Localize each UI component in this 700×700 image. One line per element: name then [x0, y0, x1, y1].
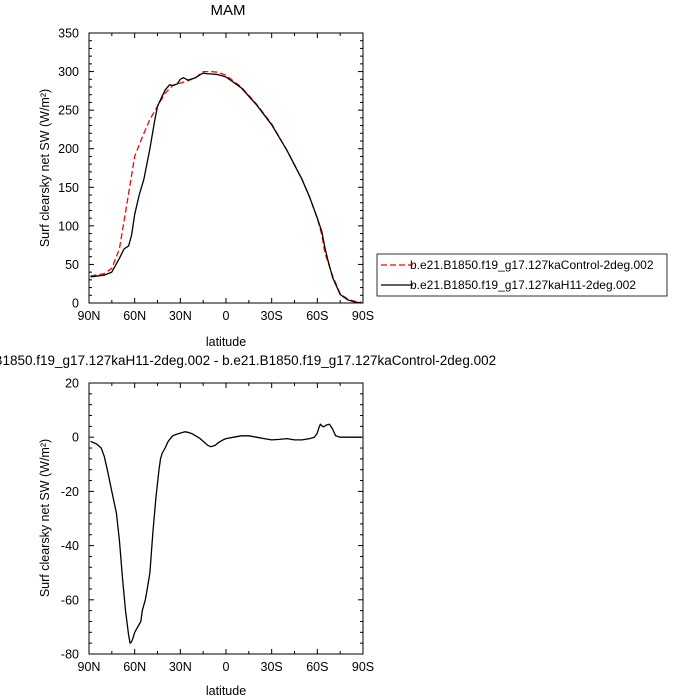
bottom-xtick-label: 60S: [306, 660, 328, 674]
legend-label-h11: b.e21.B1850.f19_g17.127kaH11-2deg.002: [410, 278, 636, 292]
bottom-ytick-label: -60: [61, 593, 79, 607]
bottom-xtick-label: 60N: [123, 660, 146, 674]
top-xtick-label: 30S: [261, 309, 283, 323]
top-series-line-1: [90, 72, 362, 304]
legend-label-control: b.e21.B1850.f19_g17.127kaControl-2deg.00…: [410, 258, 654, 272]
bottom-axis-ticks: 90N 60N 30N 0 30S 60S 90S -80 -60 -40 -20 0 20: [61, 377, 374, 675]
top-ytick-label: 350: [58, 27, 79, 41]
top-plot-frame: [88, 32, 364, 304]
bottom-ytick-label: -40: [61, 539, 79, 553]
top-ytick-label: 300: [58, 65, 79, 79]
top-ytick-label: 0: [72, 297, 79, 311]
bottom-series-group: [90, 423, 362, 644]
top-y-axis-label: Surf clearsky net SW (W/m²): [38, 89, 52, 247]
top-xtick-label: 60S: [306, 309, 328, 323]
top-ytick-label: 200: [58, 142, 79, 156]
bottom-chart-title: b.e21.B1850.f19_g17.127kaH11-2deg.002 - …: [0, 353, 496, 368]
top-xtick-label: 90N: [78, 309, 101, 323]
bottom-ytick-label: 0: [72, 431, 79, 445]
top-series-group: [90, 70, 362, 304]
top-x-axis-label: latitude: [206, 335, 246, 349]
top-ytick-label: 50: [65, 258, 79, 272]
bottom-x-axis-label: latitude: [206, 684, 246, 698]
bottom-xtick-label: 90N: [78, 660, 101, 674]
legend: b.e21.B1850.f19_g17.127kaControl-2deg.00…: [376, 253, 668, 297]
top-xtick-label: 0: [223, 309, 230, 323]
top-axis-ticks: 90N 60N 30N 0 30S 60S 90S 0 50 100 150 200 250 300 350: [58, 27, 374, 324]
bottom-xtick-label: 30N: [169, 660, 192, 674]
top-chart-title: MAM: [211, 2, 246, 19]
bottom-ytick-label: -80: [61, 648, 79, 662]
bottom-xtick-label: 0: [223, 660, 230, 674]
bottom-plot-frame: [88, 382, 364, 655]
bottom-xtick-label: 30S: [261, 660, 283, 674]
top-ytick-label: 250: [58, 104, 79, 118]
top-xtick-label: 30N: [169, 309, 192, 323]
bottom-ytick-label: 20: [65, 377, 79, 391]
top-ytick-label: 150: [58, 181, 79, 195]
bottom-series-line-0: [90, 423, 362, 644]
bottom-y-axis-label: Surf clearsky net SW (W/m²): [38, 439, 52, 597]
bottom-xtick-label: 90S: [352, 660, 374, 674]
top-xtick-label: 90S: [352, 309, 374, 323]
top-series-line-0: [90, 70, 362, 303]
bottom-ytick-label: -20: [61, 485, 79, 499]
top-panel: MAM 90N 60N 30N 0 30S 60S 90S 0 50 100 150 200 250 30…: [38, 2, 668, 349]
bottom-panel: b.e21.B1850.f19_g17.127kaH11-2deg.002 - …: [0, 353, 496, 698]
top-xtick-label: 60N: [123, 309, 146, 323]
top-ytick-label: 100: [58, 219, 79, 233]
legend-box: [376, 253, 668, 297]
